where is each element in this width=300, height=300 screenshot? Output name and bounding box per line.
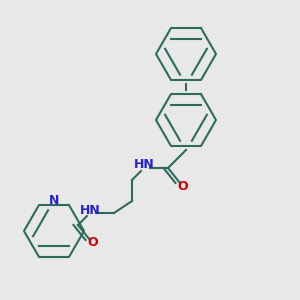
Text: N: N (49, 194, 59, 208)
Text: HN: HN (134, 158, 154, 172)
Text: HN: HN (80, 203, 100, 217)
Text: O: O (88, 236, 98, 250)
Text: O: O (178, 179, 188, 193)
